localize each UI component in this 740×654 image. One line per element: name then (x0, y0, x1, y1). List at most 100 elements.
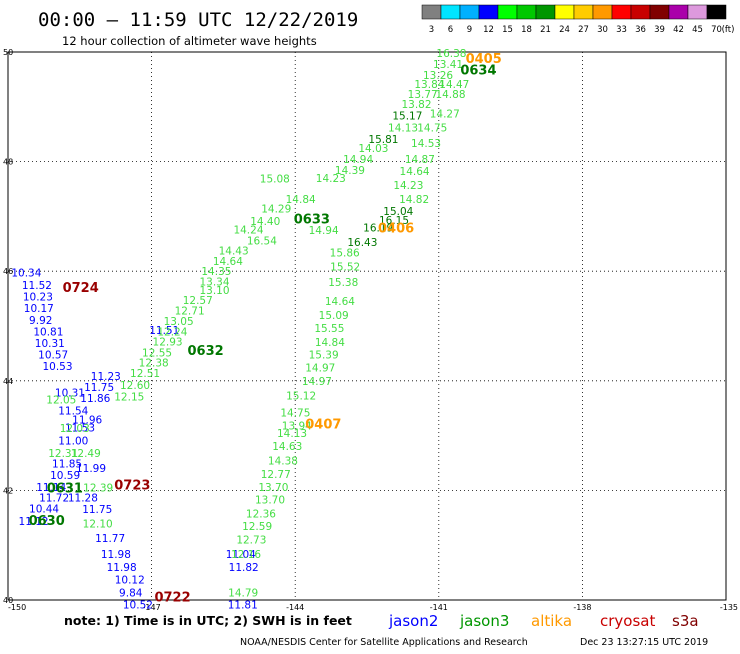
y-tick-label: 42 (3, 486, 13, 495)
y-tick-label: 44 (3, 377, 13, 386)
wave-height-point: 10.81 (33, 326, 63, 338)
wave-height-point: 11.53 (65, 422, 95, 434)
pass-time-label: 0723 (114, 478, 150, 493)
wave-height-point: 15.17 (392, 111, 422, 123)
wave-height-point: 14.84 (315, 337, 345, 349)
wave-height-point: 14.97 (305, 363, 335, 375)
chart-title: 00:00 – 11:59 UTC 12/22/2019 (38, 9, 358, 31)
colorbar-label: 3 (429, 25, 434, 35)
wave-height-point: 10.44 (29, 503, 59, 515)
colorbar-swatch (535, 4, 556, 20)
colorbar-label: 15 (502, 25, 513, 35)
pass-time-label: 0632 (188, 344, 224, 359)
wave-height-point: 14.97 (302, 376, 332, 388)
wave-height-point: 14.94 (309, 225, 339, 237)
pass-time-label: 0405 (466, 52, 502, 67)
colorbar-swatch (668, 4, 689, 20)
wave-height-point: 14.23 (316, 173, 346, 185)
wave-height-point: 12.24 (157, 326, 187, 338)
y-tick-label: 46 (3, 267, 13, 276)
wave-height-point: 16.15 (379, 215, 409, 227)
wave-height-point: 9.92 (29, 315, 52, 327)
wave-height-point: 11.86 (80, 393, 110, 405)
wave-height-point: 12.36 (246, 508, 276, 520)
wave-height-point: 14.84 (286, 194, 316, 206)
footer-note: note: 1) Time is in UTC; 2) SWH is in fe… (64, 613, 352, 628)
wave-height-point: 11.14 (36, 482, 66, 494)
colorbar-label: 21 (540, 25, 551, 35)
wave-height-point: 12.38 (139, 358, 169, 370)
wave-height-point: 15.86 (330, 248, 360, 260)
colorbar-swatch (554, 4, 575, 20)
wave-height-point: 12.10 (83, 518, 113, 530)
wave-height-point: 11.12 (19, 516, 49, 528)
y-tick-label: 40 (3, 596, 13, 605)
footer-credit: NOAA/NESDIS Center for Satellite Applica… (240, 637, 528, 648)
y-tick-labels: 40 42 44 46 48 50 (3, 48, 13, 605)
wave-height-point: 12.55 (142, 347, 172, 359)
wave-height-point: 11.98 (107, 562, 137, 574)
wave-height-point: 11.72 (39, 493, 69, 505)
wave-height-point: 14.29 (261, 204, 291, 216)
wave-height-point: 15.55 (314, 323, 344, 335)
wave-height-point: 13.26 (423, 70, 453, 82)
colorbar-label: 9 (467, 25, 472, 35)
wave-height-point: 12.73 (236, 535, 266, 547)
wave-height-point: 14.27 (430, 108, 460, 120)
wave-height-point: 13.82 (401, 99, 431, 111)
wave-height-point: 11.75 (84, 382, 114, 394)
colorbar-swatch (421, 4, 442, 20)
x-tick-label: -150 (8, 603, 26, 612)
satellite-legend: jason2 jason3 altika cryosat s3a (388, 612, 699, 630)
wave-height-point: 11.82 (229, 562, 259, 574)
footer-timestamp: Dec 23 13:27:15 UTC 2019 (580, 637, 708, 648)
wave-height-point: 14.64 (213, 256, 243, 268)
colorbar-label: 39 (654, 25, 665, 35)
wave-height-point: 12.59 (242, 521, 272, 533)
wave-height-point: 10.31 (55, 387, 85, 399)
wave-height-point: 10.17 (24, 303, 54, 315)
wave-height-point: 14.87 (405, 154, 435, 166)
wave-height-point: 15.38 (328, 277, 358, 289)
wave-height-point: 16.19 (363, 222, 393, 234)
wave-height-point: 10.59 (50, 470, 80, 482)
colorbar: 3 6 9 12 15 18 21 24 27 30 33 36 39 42 45 70 (ft) (421, 4, 734, 35)
wave-height-point: 14.38 (268, 455, 298, 467)
wave-height-point: 11.99 (76, 463, 106, 475)
wave-height-point: 14.40 (250, 216, 280, 228)
wave-height-point: 14.94 (343, 154, 373, 166)
wave-height-point: 12.03 (60, 423, 90, 435)
wave-height-point: 11.85 (52, 459, 82, 471)
wave-height-point: 11.23 (91, 371, 121, 383)
wave-height-point: 12.71 (175, 306, 205, 318)
wave-height-point: 13.70 (255, 495, 285, 507)
wave-height-point: 14.75 (280, 408, 310, 420)
wave-height-point: 13.10 (199, 285, 229, 297)
colorbar-label: 70 (711, 25, 722, 35)
y-tick-label: 48 (3, 158, 13, 167)
wave-height-point: 13.05 (164, 316, 194, 328)
legend-s3a: s3a (672, 612, 699, 630)
plot-frame (7, 51, 727, 601)
colorbar-label: 30 (597, 25, 608, 35)
colorbar-label: 45 (692, 25, 703, 35)
x-tick-label: -138 (573, 603, 591, 612)
wave-height-point: 12.16 (231, 549, 261, 561)
colorbar-swatch (573, 4, 594, 20)
colorbar-swatch (611, 4, 632, 20)
wave-height-point: 13.34 (199, 277, 229, 289)
pass-time-label: 0722 (154, 591, 190, 606)
wave-height-point: 16.38 (436, 48, 466, 60)
wave-height-point: 11.51 (149, 325, 179, 337)
wave-height-point: 13.94 (282, 421, 312, 433)
legend-jason2: jason2 (388, 612, 438, 630)
x-tick-label: -141 (430, 603, 448, 612)
wave-height-point: 12.77 (261, 469, 291, 481)
wave-height-point: 14.23 (393, 180, 423, 192)
wave-height-point: 12.51 (130, 368, 160, 380)
colorbar-label: 42 (673, 25, 684, 35)
wave-height-point: 13.77 (408, 89, 438, 101)
wave-height-point: 14.53 (411, 138, 441, 150)
